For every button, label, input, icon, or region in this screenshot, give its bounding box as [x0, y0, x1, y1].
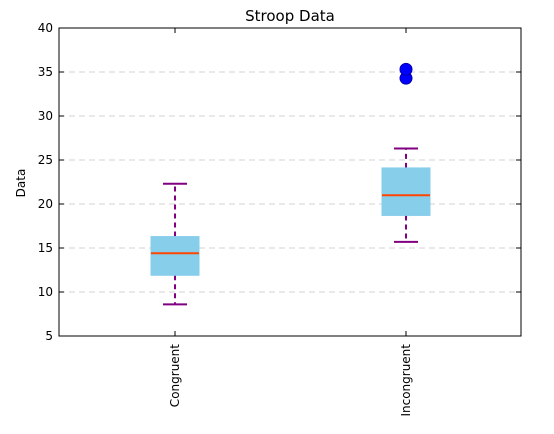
- chart-title: Stroop Data: [245, 7, 335, 25]
- axis-ticks: 5 10 15 20 25 30 35 40 Congruent Incongruent: [38, 21, 521, 417]
- plot-frame: [58, 27, 522, 337]
- y-tick-label: 5: [45, 329, 53, 343]
- y-tick-label: 40: [38, 21, 53, 35]
- y-tick-label: 25: [38, 153, 53, 167]
- x-tick-label: Incongruent: [399, 344, 413, 417]
- y-tick-label: 35: [38, 65, 53, 79]
- y-tick-label: 20: [38, 197, 53, 211]
- y-tick-label: 15: [38, 241, 53, 255]
- plot-marks: [150, 62, 431, 306]
- box-iqr: [381, 167, 431, 216]
- grid-lines: [59, 71, 521, 293]
- outlier-point: [399, 62, 413, 76]
- box-iqr: [150, 236, 200, 276]
- y-tick-label: 30: [38, 109, 53, 123]
- y-tick-label: 10: [38, 285, 53, 299]
- y-axis-title: Data: [14, 169, 28, 198]
- x-tick-label: Congruent: [168, 344, 182, 407]
